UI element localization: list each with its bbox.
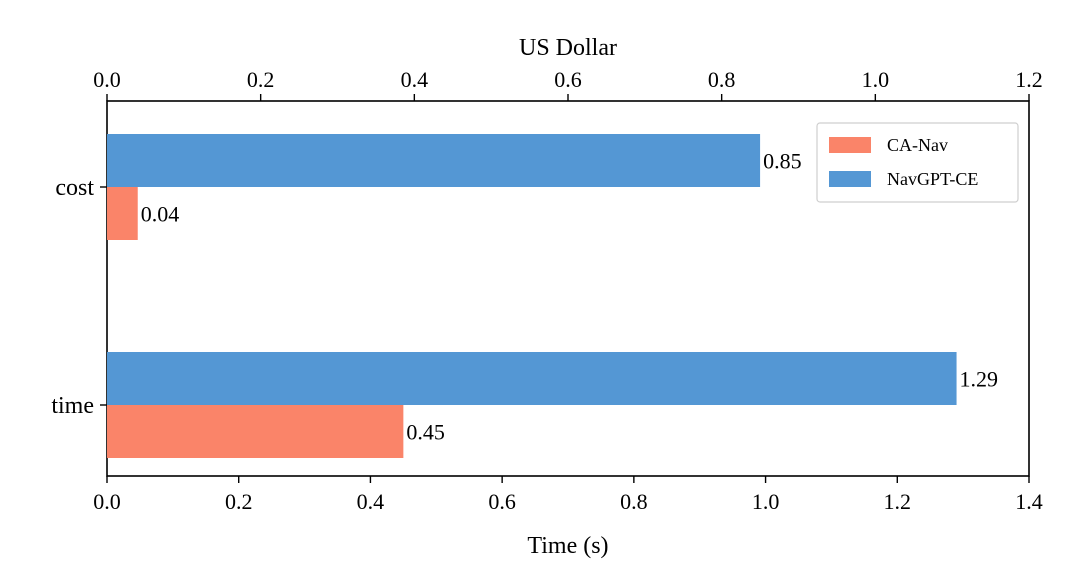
bottom-tick-label: 1.0	[752, 489, 780, 514]
bottom-tick-label: 0.6	[488, 489, 516, 514]
bottom-tick-label: 0.8	[620, 489, 648, 514]
top-tick-label: 0.8	[708, 67, 736, 92]
top-tick-label: 0.0	[93, 67, 121, 92]
category-label-time: time	[51, 393, 94, 419]
bar-navgpt-ce-time	[107, 352, 957, 405]
top-tick-label: 1.2	[1015, 67, 1043, 92]
bar-ca-nav-cost	[107, 187, 138, 240]
top-tick-label: 0.2	[247, 67, 275, 92]
bars-group	[107, 134, 957, 458]
legend-label-navgpt-ce: NavGPT-CE	[887, 169, 978, 189]
bottom-axis-ticks: 0.0 0.2 0.4 0.6 0.8 1.0 1.2 1.4	[93, 476, 1043, 514]
top-tick-label: 0.6	[554, 67, 582, 92]
bar-navgpt-ce-cost	[107, 134, 761, 187]
legend: CA-Nav NavGPT-CE	[816, 122, 1019, 203]
top-tick-label: 1.0	[862, 67, 890, 92]
legend-label-ca-nav: CA-Nav	[887, 135, 948, 155]
top-axis-title: US Dollar	[519, 35, 617, 61]
bottom-tick-label: 0.0	[93, 489, 121, 514]
category-labels-group: cost time	[51, 175, 107, 419]
data-label-navgpt-ce-time: 1.29	[960, 367, 999, 392]
bottom-tick-label: 1.4	[1015, 489, 1043, 514]
bottom-tick-label: 1.2	[884, 489, 912, 514]
bottom-axis-title: Time (s)	[527, 533, 608, 559]
bar-ca-nav-time	[107, 405, 404, 458]
legend-swatch-ca-nav	[829, 137, 871, 153]
data-label-navgpt-ce-cost: 0.85	[763, 149, 802, 174]
data-labels-group: 0.04 0.85 0.45 1.29	[141, 149, 998, 445]
legend-swatch-navgpt-ce	[829, 171, 871, 187]
data-label-ca-nav-time: 0.45	[406, 420, 445, 445]
bottom-tick-label: 0.2	[225, 489, 253, 514]
top-axis-ticks: 0.0 0.2 0.4 0.6 0.8 1.0 1.2	[93, 67, 1043, 101]
data-label-ca-nav-cost: 0.04	[141, 202, 180, 227]
top-tick-label: 0.4	[401, 67, 429, 92]
bottom-tick-label: 0.4	[357, 489, 385, 514]
category-label-cost: cost	[55, 175, 94, 201]
